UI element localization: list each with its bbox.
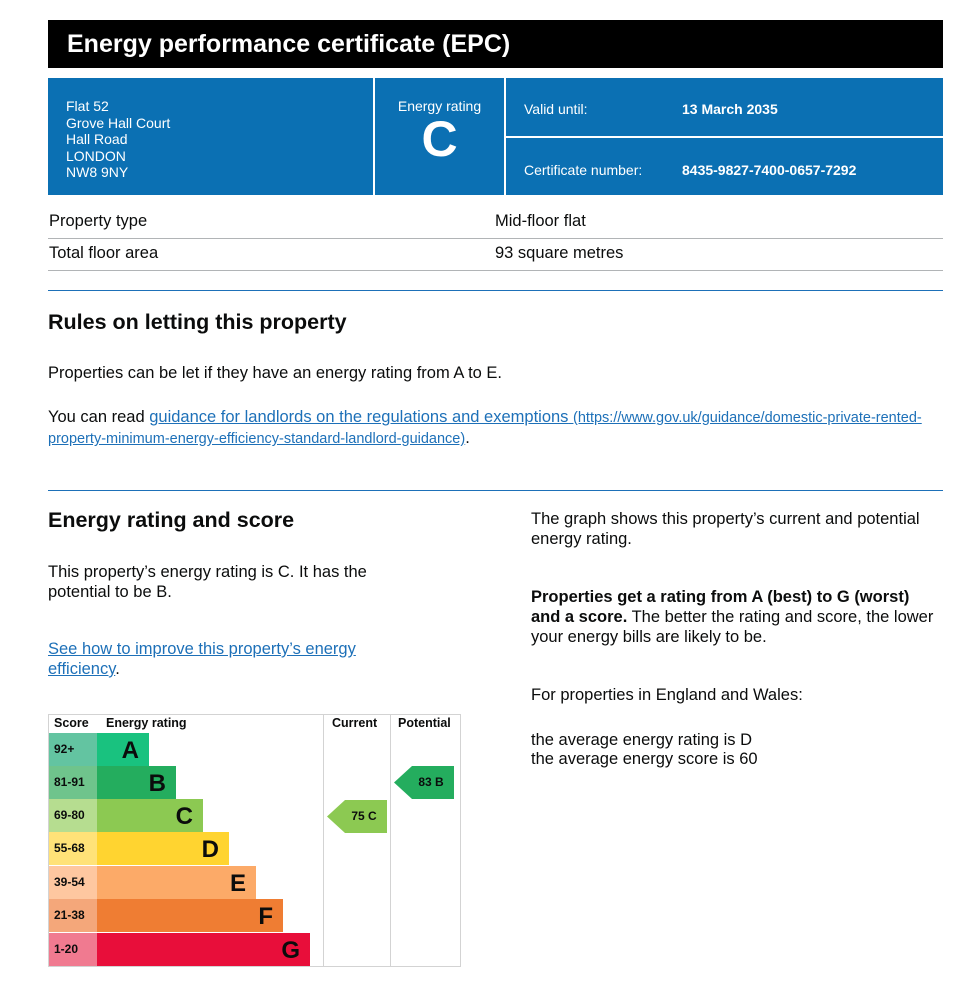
energy-rating-header: Energy rating xyxy=(106,716,187,730)
address-line: Hall Road xyxy=(66,131,128,147)
section-divider xyxy=(48,490,943,491)
property-type-value: Mid-floor flat xyxy=(495,212,586,230)
floor-area-value: 93 square metres xyxy=(495,244,624,262)
address-line: Flat 52 xyxy=(66,98,109,114)
column-divider xyxy=(323,715,324,967)
letting-heading: Rules on letting this property xyxy=(48,310,347,334)
score-band-g: 1-20 xyxy=(49,933,97,966)
average-rating: the average energy rating is D xyxy=(531,731,753,749)
energy-rating-box: Energy rating C xyxy=(375,78,504,195)
england-wales-label: For properties in England and Wales: xyxy=(531,686,803,704)
rating-explanation: Properties get a rating from A (best) to… xyxy=(531,587,943,647)
score-header: Score xyxy=(54,716,89,730)
letting-paragraph: Properties can be let if they have an en… xyxy=(48,364,503,382)
average-score: the average energy score is 60 xyxy=(531,750,758,768)
score-band-f: 21-38 xyxy=(49,899,97,932)
potential-header: Potential xyxy=(398,716,451,730)
rating-bar-b: B xyxy=(97,766,176,799)
property-type-label: Property type xyxy=(49,212,148,230)
guidance-link-url[interactable]: (https://www.gov.uk/guidance/domestic-pr… xyxy=(48,410,922,447)
divider xyxy=(504,78,506,195)
improve-paragraph: See how to improve this property’s energ… xyxy=(48,639,408,679)
graph-description: The graph shows this property’s current … xyxy=(531,510,920,548)
rating-summary: This property’s energy rating is C. It h… xyxy=(48,563,367,601)
score-band-e: 39-54 xyxy=(49,866,97,899)
address-line: LONDON xyxy=(66,147,126,164)
guidance-prefix: You can read xyxy=(48,408,150,426)
valid-until-label: Valid until: xyxy=(524,101,588,117)
energy-rating-label: Energy rating xyxy=(397,98,482,114)
energy-rating-chart: Score Energy rating Current Potential 92… xyxy=(48,714,461,967)
guidance-suffix: . xyxy=(465,429,470,447)
score-band-b: 81-91 xyxy=(49,766,97,799)
score-band-c: 69-80 xyxy=(49,799,97,832)
energy-rating-letter: C xyxy=(421,111,458,167)
valid-until-value: 13 March 2035 xyxy=(682,101,778,117)
property-address: Flat 52 Grove Hall Court Hall Road LONDO… xyxy=(48,78,373,195)
current-header: Current xyxy=(332,716,378,730)
page-title: Energy performance certificate (EPC) xyxy=(48,20,943,68)
address-line: Grove Hall Court xyxy=(66,114,171,131)
divider xyxy=(373,78,375,195)
rating-bar-d: D xyxy=(97,832,229,865)
letting-guidance-paragraph: You can read guidance for landlords on t… xyxy=(48,407,928,449)
divider xyxy=(506,136,943,138)
improve-suffix: . xyxy=(115,660,120,678)
rating-bar-f: F xyxy=(97,899,283,932)
column-divider xyxy=(390,715,391,967)
rating-explanation-bold: Properties get a rating from A (best) to… xyxy=(531,588,910,626)
rating-bar-g: G xyxy=(97,933,310,966)
score-band-a: 92+ xyxy=(49,733,97,766)
floor-area-label: Total floor area xyxy=(49,244,159,262)
rating-bar-e: E xyxy=(97,866,256,899)
landlord-guidance-link[interactable]: guidance for landlords on the regulation… xyxy=(48,408,922,447)
certificate-number-value: 8435-9827-7400-0657-7292 xyxy=(682,162,857,178)
section-divider xyxy=(48,290,943,291)
guidance-link-text[interactable]: guidance for landlords on the regulation… xyxy=(149,408,569,426)
certificate-header: Flat 52 Grove Hall Court Hall Road LONDO… xyxy=(48,78,943,195)
rating-bar-a: A xyxy=(97,733,149,766)
rating-bar-c: C xyxy=(97,799,203,832)
certificate-number-label: Certificate number: xyxy=(524,162,643,178)
energy-rating-heading: Energy rating and score xyxy=(48,508,295,532)
rating-explanation-rest: The better the rating and score, the low… xyxy=(531,608,934,646)
current-rating-arrow: 75 C xyxy=(327,800,387,833)
property-type-row: Property type Mid-floor flat xyxy=(48,207,943,239)
potential-rating-arrow: 83 B xyxy=(394,766,454,799)
address-line: NW8 9NY xyxy=(66,164,129,180)
floor-area-row: Total floor area 93 square metres xyxy=(48,239,943,271)
score-band-d: 55-68 xyxy=(49,832,97,865)
improve-efficiency-link[interactable]: See how to improve this property’s energ… xyxy=(48,640,356,678)
